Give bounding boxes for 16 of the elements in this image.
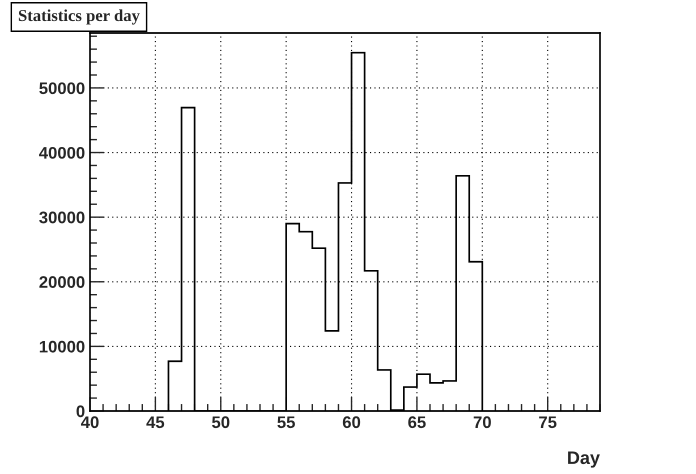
y-tick-label: 20000 [39, 276, 84, 288]
x-tick-label: 40 [80, 416, 99, 428]
chart-title: Statistics per day [18, 9, 140, 25]
y-tick-label: 30000 [39, 212, 84, 224]
x-tick-label: 60 [342, 416, 360, 428]
x-tick-label: 70 [474, 416, 491, 428]
x-tick-label: 75 [539, 416, 556, 428]
y-tick-label: 10000 [40, 340, 84, 353]
y-tick-label: 50000 [39, 82, 84, 94]
x-tick-label: 55 [277, 416, 295, 428]
y-tick-label: 40000 [39, 146, 84, 159]
x-tick-label: 45 [146, 416, 164, 428]
x-axis-title: Day [568, 452, 600, 468]
x-tick-label: 65 [408, 416, 426, 428]
x-tick-label: 50 [212, 416, 230, 428]
y-tick-label: 0 [76, 405, 84, 418]
